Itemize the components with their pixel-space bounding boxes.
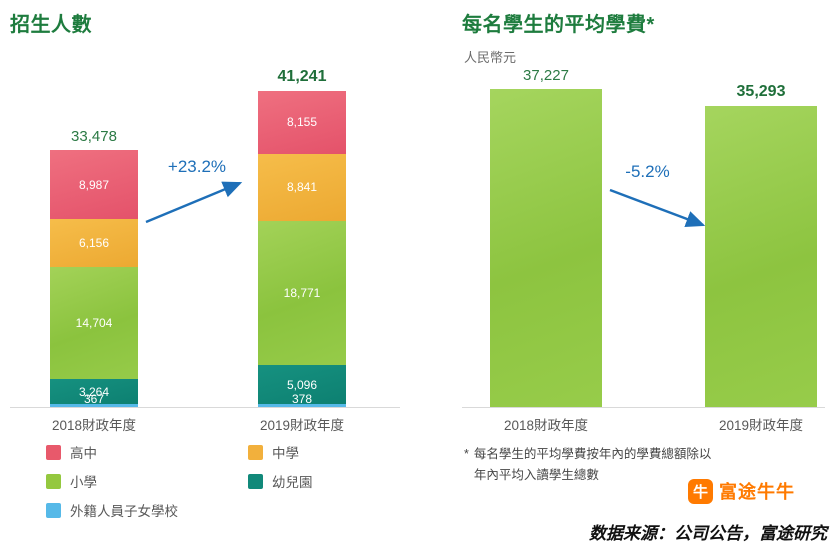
legend-label: 高中 [70, 446, 97, 461]
futu-logo-text: 富途牛牛 [719, 482, 795, 502]
enrollment-bar-group-2019財政年度: 41,241 8,155 8,841 18,771 5,096 378 [258, 68, 346, 407]
tuition-change-label: -5.2% [625, 162, 670, 181]
segment-value-label: 367 [83, 392, 105, 406]
legend-label: 外籍人員子女學校 [70, 504, 178, 519]
stacked-bar: 8,987 6,156 14,704 3,264 367 [50, 150, 138, 407]
segment-value-label: 5,096 [286, 377, 318, 392]
tuition-value-label: 37,227 [523, 67, 569, 84]
increase-arrow-icon [145, 181, 243, 224]
enrollment-change-label: +23.2% [167, 157, 227, 176]
footnote-marker: * [464, 447, 469, 461]
tuition-plot: 37,227 35,293 [462, 56, 825, 408]
stacked-bar: 8,155 8,841 18,771 5,096 378 [258, 91, 346, 407]
legend-item-幼兒園: 幼兒園 [248, 471, 313, 491]
footnote-text: 每名學生的平均學費按年內的學費總額除以 年內平均入讀學生總數 [474, 444, 712, 486]
enrollment-total-label: 41,241 [277, 68, 327, 86]
segment-value-label: 6,156 [78, 235, 110, 250]
legend-item-小學: 小學 [46, 471, 248, 491]
segment-外籍人員子女學校: 367 [50, 392, 138, 407]
x-label-enrollment-2018: 2018財政年度 [51, 418, 137, 433]
footnote-line-2: 年內平均入讀學生總數 [473, 468, 599, 482]
tuition-bar-group-2019財政年度: 35,293 [705, 82, 817, 407]
legend-swatch [248, 444, 263, 460]
legend-swatch [46, 444, 61, 460]
segment-高中: 8,987 [50, 150, 138, 220]
tuition-bar [705, 105, 817, 407]
legend-swatch [248, 473, 263, 489]
segment-value-label: 18,771 [283, 286, 321, 301]
enrollment-axis-line [10, 407, 400, 408]
legend-label: 小學 [70, 475, 97, 490]
x-label-tuition-2019: 2019財政年度 [718, 418, 804, 433]
legend-swatch [46, 502, 61, 518]
x-label-enrollment-2019: 2019財政年度 [259, 418, 345, 433]
legend-label: 幼兒園 [272, 475, 313, 490]
footnote: * 每名學生的平均學費按年內的學費總額除以 年內平均入讀學生總數 [464, 444, 711, 486]
segment-幼兒園: 3,264 [50, 379, 138, 405]
futu-logo: 牛 富途牛牛 [688, 478, 795, 504]
legend-item-中學: 中學 [248, 442, 313, 462]
tuition-chart-title: 每名學生的平均學費* [462, 14, 655, 36]
segment-value-label: 3,264 [78, 384, 110, 399]
data-source-note: 数据来源：公司公告，富途研究 [589, 524, 827, 543]
segment-value-label: 14,704 [75, 315, 113, 330]
decrease-arrow-icon [609, 188, 706, 227]
segment-小學: 14,704 [50, 266, 138, 380]
tuition-bar [490, 89, 602, 407]
footnote-line-1: 每名學生的平均學費按年內的學費總額除以 [473, 447, 712, 461]
segment-高中: 8,155 [258, 91, 346, 154]
segment-中學: 6,156 [50, 219, 138, 267]
legend-item-高中: 高中 [46, 442, 248, 462]
segment-幼兒園: 5,096 [258, 365, 346, 405]
enrollment-chart-title: 招生人數 [10, 14, 92, 36]
segment-value-label: 8,841 [286, 180, 318, 195]
enrollment-total-label: 33,478 [71, 128, 117, 146]
legend-item-外籍人員子女學校: 外籍人員子女學校 [46, 500, 248, 520]
segment-value-label: 8,155 [286, 115, 318, 130]
tuition-bar-group-2018財政年度: 37,227 [490, 67, 602, 407]
legend-swatch [46, 473, 61, 489]
x-label-tuition-2018: 2018財政年度 [503, 418, 589, 433]
tuition-axis-line [462, 407, 825, 408]
segment-小學: 18,771 [258, 221, 346, 366]
enrollment-plot: 33,478 8,987 6,156 14,704 3,264 367 41,241 8,15… [10, 56, 400, 408]
enrollment-bar-group-2018財政年度: 33,478 8,987 6,156 14,704 3,264 367 [50, 128, 138, 407]
segment-中學: 8,841 [258, 153, 346, 222]
tuition-unit-label: 人民幣元 [464, 50, 517, 65]
segment-value-label: 378 [291, 392, 313, 406]
tuition-value-label: 35,293 [736, 82, 786, 100]
segment-value-label: 8,987 [78, 177, 110, 192]
futu-bull-icon: 牛 [688, 478, 713, 504]
legend-label: 中學 [272, 446, 299, 461]
segment-外籍人員子女學校: 378 [258, 392, 346, 407]
legend: 高中 中學小學 幼兒園外籍人員子女學校 [46, 442, 313, 520]
